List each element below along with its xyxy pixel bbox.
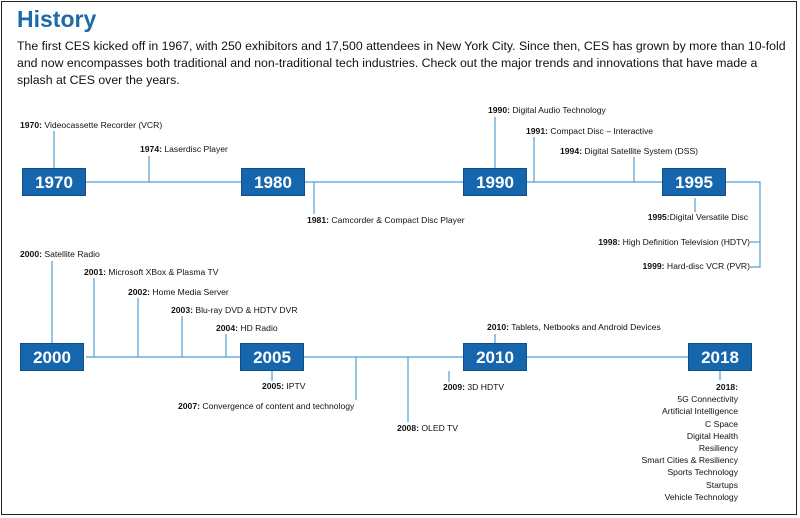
list-item: Startups [705, 479, 738, 490]
event-1995: 1995:Digital Versatile Disc [647, 212, 748, 222]
list-item: 5G Connectivity [677, 394, 738, 405]
event-2004: 2004: HD Radio [216, 323, 278, 333]
year-box-1990: 1990 [463, 168, 527, 196]
year-box-2000: 2000 [20, 343, 84, 371]
event-1994: 1994: Digital Satellite System (DSS) [560, 146, 699, 156]
year-box-1995: 1995 [662, 168, 726, 196]
list-item: Digital Health [686, 430, 738, 441]
event-1999: 1999: Hard-disc VCR (PVR) [642, 261, 750, 271]
list-item: Resiliency [698, 443, 738, 454]
list-heading-2018: 2018: [716, 382, 738, 392]
event-2000: 2000: Satellite Radio [20, 249, 100, 259]
year-box-1980: 1980 [241, 168, 305, 196]
event-2001: 2001: Microsoft XBox & Plasma TV [84, 267, 219, 277]
event-1981: 1981: Camcorder & Compact Disc Player [307, 215, 465, 225]
event-1998: 1998: High Definition Television (HDTV) [598, 237, 750, 247]
event-1974: 1974: Laserdisc Player [140, 144, 228, 154]
event-2005: 2005: IPTV [262, 381, 306, 391]
event-2009: 2009: 3D HDTV [443, 382, 505, 392]
page-title: History [17, 6, 97, 32]
year-box-2018: 2018 [688, 343, 752, 371]
event-2003: 2003: Blu-ray DVD & HDTV DVR [171, 305, 298, 315]
event-1991: 1991: Compact Disc – Interactive [526, 126, 654, 136]
list-2018: 2018: 5G Connectivity Artificial Intelli… [642, 381, 738, 503]
list-item: Vehicle Technology [664, 491, 738, 502]
list-item: Smart Cities & Resiliency [641, 455, 738, 466]
list-item: Sports Technology [667, 467, 738, 478]
event-2010: 2010: Tablets, Netbooks and Android Devi… [487, 322, 661, 332]
intro-text: The first CES kicked off in 1967, with 2… [17, 39, 786, 87]
event-2007: 2007: Convergence of content and technol… [178, 401, 355, 411]
year-box-2005: 2005 [240, 343, 304, 371]
list-item: Artificial Intelligence [662, 406, 738, 417]
year-box-1970: 1970 [22, 168, 86, 196]
event-2008: 2008: OLED TV [397, 423, 458, 433]
event-1990: 1990: Digital Audio Technology [488, 105, 606, 115]
year-box-2010: 2010 [463, 343, 527, 371]
event-2002: 2002: Home Media Server [128, 287, 229, 297]
connector-1995-bracket [725, 181, 761, 268]
list-item: C Space [705, 418, 738, 429]
event-1970: 1970: Videocassette Recorder (VCR) [20, 120, 163, 130]
